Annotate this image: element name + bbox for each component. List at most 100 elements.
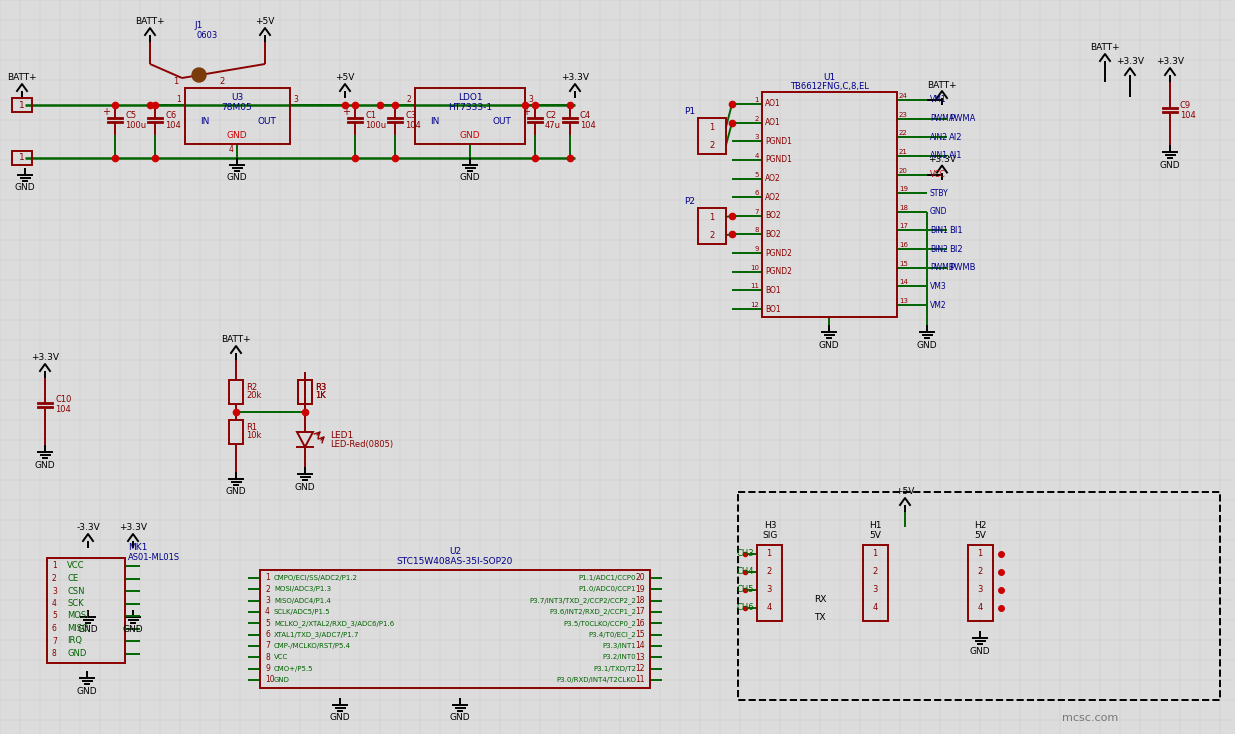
Text: +5V: +5V [895, 487, 915, 496]
Text: 4: 4 [52, 599, 57, 608]
Text: +3.3V: +3.3V [119, 523, 147, 532]
Text: BATT+: BATT+ [7, 73, 37, 82]
Text: 20: 20 [899, 167, 908, 173]
Text: 15: 15 [635, 631, 645, 639]
Text: AI2: AI2 [948, 133, 962, 142]
Text: AO2: AO2 [764, 193, 781, 202]
Text: 1: 1 [872, 550, 878, 559]
Text: 104: 104 [1179, 111, 1195, 120]
Text: BO2: BO2 [764, 230, 781, 239]
Text: 21: 21 [899, 149, 908, 155]
Text: PWMB: PWMB [930, 264, 953, 272]
Text: CH4: CH4 [736, 567, 755, 576]
Bar [298, 380, 312, 404]
Text: GND: GND [819, 341, 840, 349]
Text: P3.7/INT3/TXD_2/CCP2/CCP2_2: P3.7/INT3/TXD_2/CCP2/CCP2_2 [529, 597, 636, 604]
Text: 5V: 5V [974, 531, 986, 539]
Bar [228, 420, 243, 444]
Text: 14: 14 [635, 642, 645, 650]
Text: 10: 10 [750, 265, 760, 271]
Text: 1: 1 [709, 213, 715, 222]
Bar [968, 545, 993, 621]
Text: GND: GND [459, 173, 480, 183]
Text: 24: 24 [899, 93, 908, 99]
Text: MISO/ADC4/P1.4: MISO/ADC4/P1.4 [274, 597, 331, 603]
Text: P1.1/ADC1/CCP0: P1.1/ADC1/CCP0 [578, 575, 636, 581]
Text: VM1: VM1 [930, 95, 946, 104]
Text: 2: 2 [709, 230, 715, 239]
Text: LDO1: LDO1 [458, 92, 483, 101]
Text: H1: H1 [868, 520, 882, 529]
Text: 1: 1 [266, 573, 269, 583]
Text: VM2: VM2 [930, 300, 946, 310]
Text: 6: 6 [755, 190, 760, 196]
Text: PGND2: PGND2 [764, 249, 792, 258]
Text: VCC: VCC [930, 170, 946, 179]
Text: CH5: CH5 [736, 586, 755, 595]
Text: 3: 3 [872, 586, 878, 595]
Text: 104: 104 [56, 405, 70, 415]
Text: +5V: +5V [256, 18, 274, 26]
Text: 20: 20 [635, 573, 645, 583]
Text: PGND1: PGND1 [764, 156, 792, 164]
Bar [698, 208, 726, 244]
Text: GND: GND [122, 625, 143, 634]
Text: 3: 3 [52, 586, 57, 595]
Text: 1: 1 [177, 95, 182, 104]
Text: 104: 104 [580, 120, 595, 129]
Text: BIN2: BIN2 [930, 244, 948, 253]
Text: 5V: 5V [869, 531, 881, 539]
Text: P3.1/TXD/T2: P3.1/TXD/T2 [593, 666, 636, 672]
Text: 47u: 47u [545, 120, 561, 129]
Text: 14: 14 [899, 280, 908, 286]
Text: AO2: AO2 [764, 174, 781, 183]
Text: 11: 11 [750, 283, 760, 289]
Text: OUT: OUT [258, 117, 277, 126]
Circle shape [191, 68, 206, 82]
Text: 3: 3 [755, 134, 760, 140]
Bar [863, 545, 888, 621]
Text: BO1: BO1 [764, 305, 781, 313]
Text: 13: 13 [899, 298, 908, 304]
Text: VCC: VCC [67, 562, 84, 570]
Text: H2: H2 [974, 520, 987, 529]
Text: GND: GND [459, 131, 480, 139]
Text: P3.5/T0CLKO/CCP0_2: P3.5/T0CLKO/CCP0_2 [563, 620, 636, 627]
Text: BATT+: BATT+ [927, 81, 957, 90]
Text: AIN1: AIN1 [930, 151, 948, 161]
Text: 1: 1 [767, 550, 772, 559]
Text: BATT+: BATT+ [221, 335, 251, 344]
Text: 2: 2 [872, 567, 878, 576]
Text: P2: P2 [684, 197, 695, 206]
Text: PGND1: PGND1 [764, 137, 792, 146]
Text: 7: 7 [755, 208, 760, 215]
Text: BIN1: BIN1 [930, 226, 948, 235]
Text: MK1: MK1 [128, 543, 147, 553]
Text: +3.3V: +3.3V [1116, 57, 1144, 67]
Text: 10: 10 [266, 675, 274, 685]
Text: MOSI: MOSI [67, 611, 89, 620]
Text: IN: IN [200, 117, 210, 126]
Text: XTAL1/TXD_3/ADC7/P1.7: XTAL1/TXD_3/ADC7/P1.7 [274, 631, 359, 638]
Text: 3: 3 [293, 95, 298, 104]
Text: BI2: BI2 [948, 244, 962, 253]
Text: GND: GND [227, 173, 247, 183]
Text: 22: 22 [899, 130, 908, 137]
Text: 17: 17 [899, 223, 908, 230]
Text: MISO: MISO [67, 624, 89, 633]
Text: GND: GND [330, 713, 351, 722]
Text: CH3: CH3 [736, 550, 755, 559]
Text: 5: 5 [52, 611, 57, 620]
Text: 0603: 0603 [196, 32, 217, 40]
Bar [415, 88, 525, 144]
Bar [739, 492, 1220, 700]
Text: 8: 8 [52, 649, 57, 658]
Bar [298, 380, 312, 404]
Text: C3: C3 [405, 111, 416, 120]
Text: 11: 11 [636, 675, 645, 685]
Text: 13: 13 [635, 653, 645, 662]
Text: 2: 2 [767, 567, 772, 576]
Text: STC15W408AS-35I-SOP20: STC15W408AS-35I-SOP20 [396, 558, 514, 567]
Text: GND: GND [67, 649, 86, 658]
Text: 7: 7 [52, 636, 57, 645]
